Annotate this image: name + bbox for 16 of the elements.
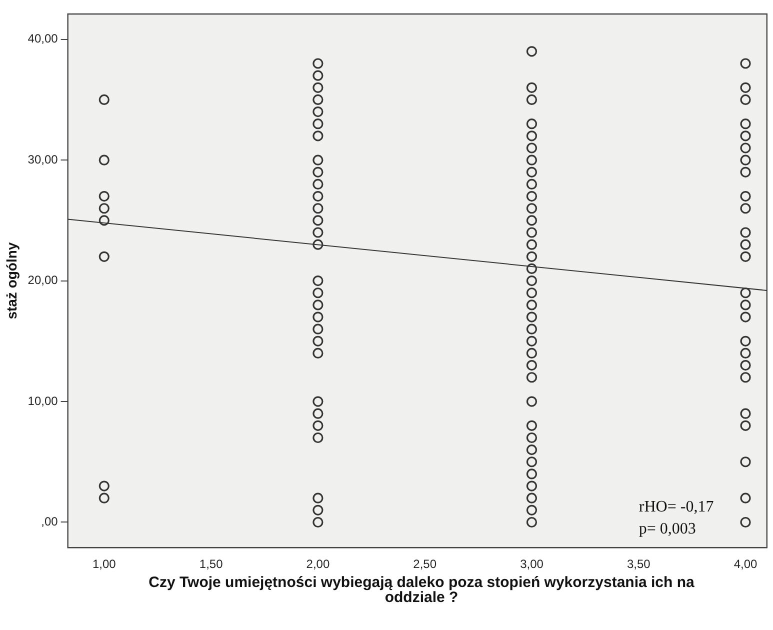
y-tick-label: ,00 [41,514,58,529]
y-tick-label: 30,00 [28,152,58,166]
annotation: p= 0,003 [638,520,696,538]
y-axis-title: staż ogólny [3,242,20,320]
y-tick-label: 40,00 [28,32,58,46]
x-tick-label: 3,00 [520,557,544,572]
x-tick-label: 2,00 [306,557,330,572]
x-tick-label: 1,00 [92,557,116,572]
x-tick-label: 2,50 [413,557,437,572]
x-tick-label: 1,50 [199,557,224,572]
x-axis-title: Czy Twoje umiejętności wybiegają daleko poza stopień wykorzystania ich na oddziale ? [148,574,696,606]
x-tick-label: 4,00 [734,557,758,572]
y-tick-label: 10,00 [28,394,58,408]
annotation: rHO= -0,17 [638,498,714,516]
y-tick-label: 20,00 [28,273,58,288]
x-tick-label: 3,50 [626,557,651,572]
